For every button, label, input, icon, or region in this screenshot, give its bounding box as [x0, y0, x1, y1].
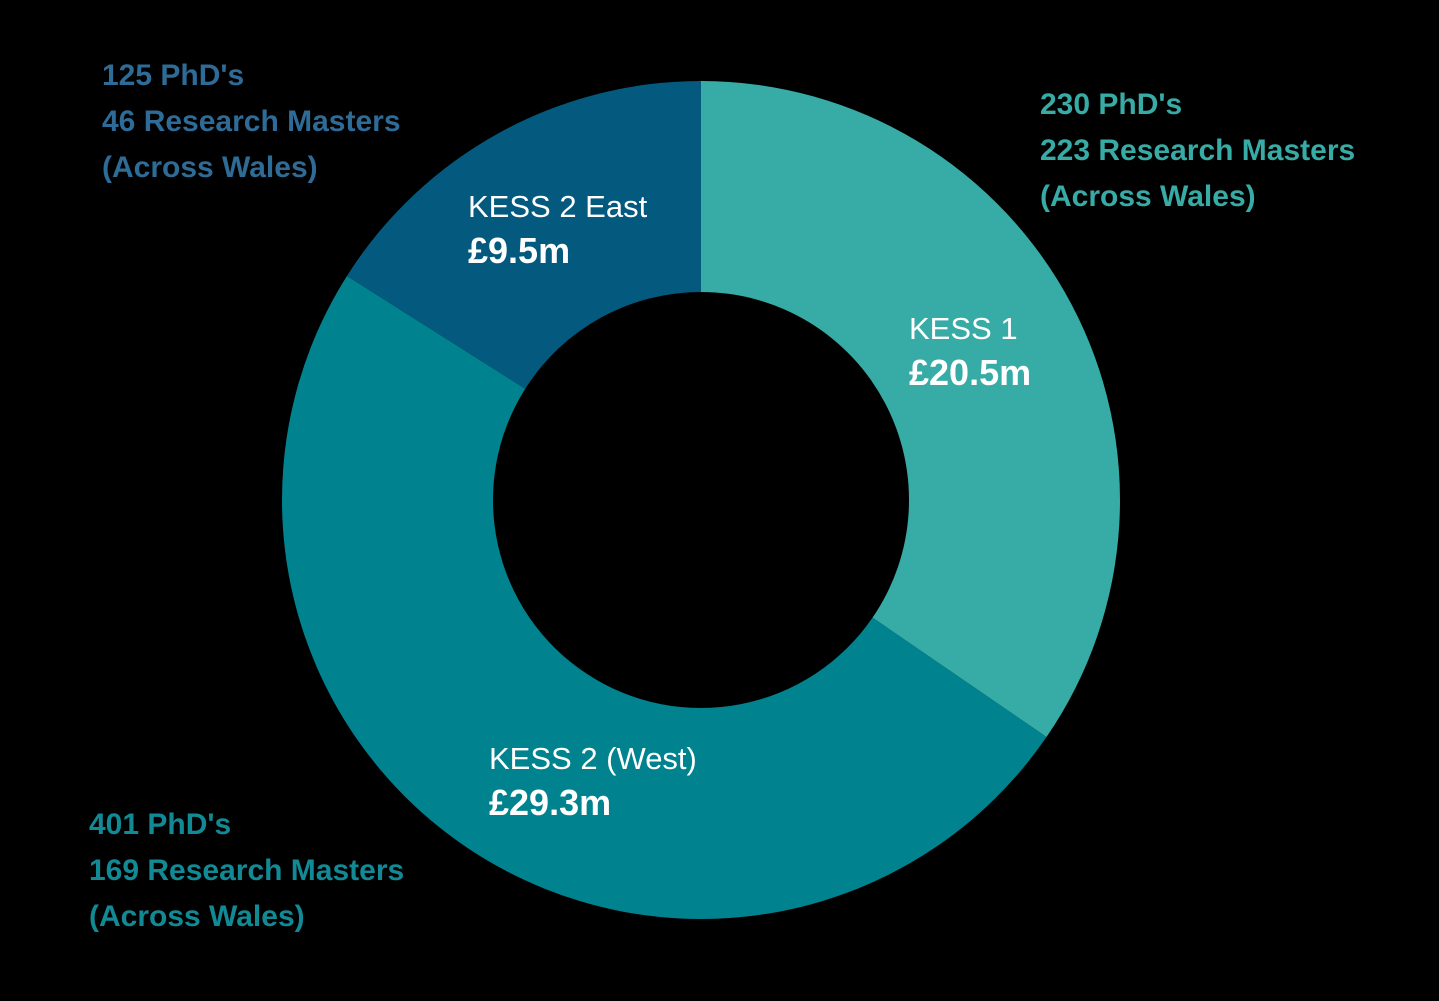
slice-label-kess2-east-value: £9.5m [468, 230, 570, 271]
donut-slice-kess2-west [281, 275, 1047, 920]
donut-slice-kess1 [701, 81, 1120, 738]
annotation-kess1-phd: 230 PhD's [1040, 88, 1183, 121]
slice-label-kess2-west-name: KESS 2 (West) [489, 741, 697, 776]
annotation-kess2-west-scope: (Across Wales) [89, 900, 305, 933]
slice-label-kess1: KESS 1 £20.5m [909, 311, 1031, 393]
slice-label-kess2-east: KESS 2 East £9.5m [468, 189, 648, 271]
slice-label-kess2-west-value: £29.3m [489, 782, 611, 823]
slice-label-kess1-value: £20.5m [909, 352, 1031, 393]
slice-label-kess2-west: KESS 2 (West) £29.3m [489, 741, 697, 823]
slice-label-kess2-east-name: KESS 2 East [468, 189, 648, 224]
slice-label-kess1-name: KESS 1 [909, 311, 1018, 346]
donut-slice-kess2-east [346, 81, 701, 389]
annotation-kess2-east-phd: 125 PhD's [102, 59, 245, 92]
annotation-kess2-west: 401 PhD's 169 Research Masters (Across W… [89, 802, 404, 940]
annotation-kess2-east-masters: 46 Research Masters [102, 105, 401, 138]
annotation-kess2-west-phd: 401 PhD's [89, 808, 232, 841]
annotation-kess2-east: 125 PhD's 46 Research Masters (Across Wa… [102, 53, 401, 191]
annotation-kess2-east-scope: (Across Wales) [102, 151, 318, 184]
annotation-kess1-masters: 223 Research Masters [1040, 134, 1356, 167]
annotation-kess2-west-masters: 169 Research Masters [89, 854, 405, 887]
annotation-kess1: 230 PhD's 223 Research Masters (Across W… [1040, 82, 1355, 220]
donut-slices [281, 81, 1120, 920]
annotation-kess1-scope: (Across Wales) [1040, 180, 1256, 213]
